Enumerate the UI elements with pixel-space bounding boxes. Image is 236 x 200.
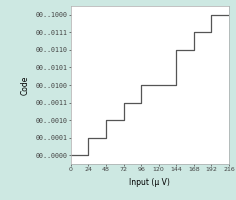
Y-axis label: Code: Code <box>21 75 30 95</box>
X-axis label: Input (μ V): Input (μ V) <box>129 178 170 187</box>
